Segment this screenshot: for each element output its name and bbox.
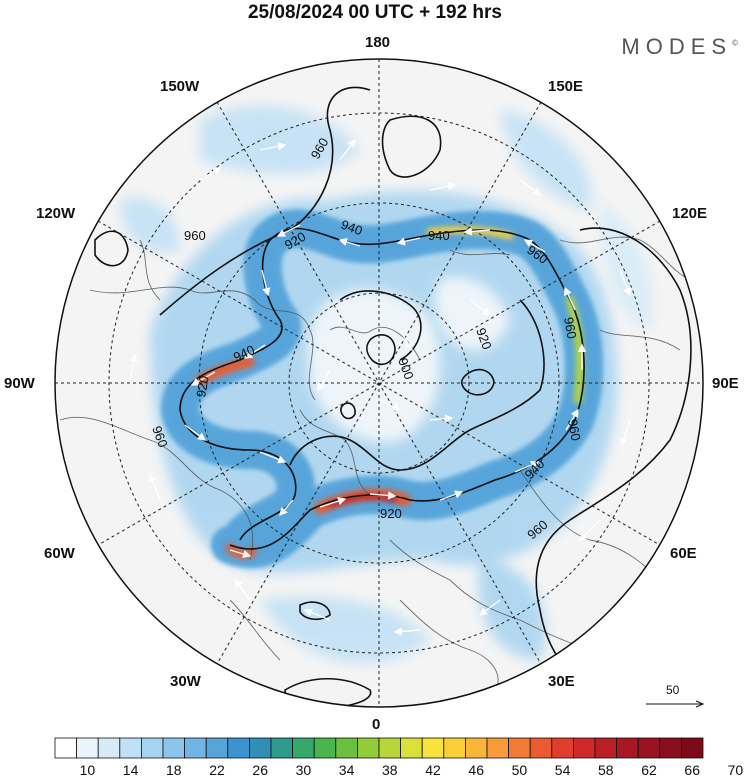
colorbar-tick-label: 14 — [123, 762, 139, 778]
colorbar-swatch — [486, 737, 510, 759]
lon-label-60e: 60E — [670, 545, 697, 562]
colorbar-tick-label: 54 — [555, 762, 571, 778]
colorbar-swatch — [270, 737, 294, 759]
wind-vectors — [129, 138, 632, 636]
colorbar-swatch — [551, 737, 574, 759]
colorbar-tick-label: 42 — [425, 762, 441, 778]
lon-label-0: 0 — [372, 716, 381, 733]
colorbar-swatch — [54, 737, 78, 759]
contour-label: 940 — [428, 228, 450, 243]
contour-label: 920 — [380, 506, 402, 521]
lon-label-150w: 150W — [160, 78, 200, 95]
colorbar-tick-label: 10 — [80, 762, 96, 778]
colorbar-tick-label: 38 — [382, 762, 398, 778]
contour-label: 940 — [339, 217, 365, 239]
graticule — [55, 59, 703, 707]
colorbar-swatch — [335, 737, 358, 759]
colorbar-swatch — [573, 737, 596, 759]
colorbar-tick-label: 26 — [252, 762, 268, 778]
colorbar-tick-label: 62 — [641, 762, 657, 778]
colorbar-swatch — [659, 737, 682, 759]
map-border — [54, 58, 704, 708]
colorbar-swatch — [464, 737, 488, 759]
colorbar-tick-label: 46 — [468, 762, 484, 778]
lon-label-180: 180 — [365, 34, 391, 51]
colorbar-swatch — [378, 737, 402, 759]
lon-label-30w: 30W — [170, 673, 201, 690]
colorbar-swatch — [594, 737, 618, 759]
colorbar-tick-label: 66 — [684, 762, 700, 778]
contour-label: 960 — [565, 418, 584, 442]
colorbar-tick-label: 70 — [728, 762, 744, 778]
contour-label: 960 — [184, 228, 206, 243]
colorbar-swatch — [616, 737, 639, 759]
colorbar-swatch — [529, 737, 553, 759]
colorbar-swatch — [97, 737, 121, 759]
brand-logo: MODES© — [621, 34, 738, 60]
reference-vector-value: 50 — [666, 683, 680, 697]
lon-label-150e: 150E — [548, 78, 584, 95]
lon-label-90e: 90E — [712, 375, 739, 392]
colorbar-swatch — [205, 737, 229, 759]
colorbar-tick-label: 18 — [166, 762, 182, 778]
contour-label: 960 — [149, 424, 171, 450]
reference-vector: 50 — [646, 683, 703, 704]
colorbar-tick-label: 22 — [209, 762, 225, 778]
colorbar-tick-label: 30 — [296, 762, 312, 778]
colorbar-swatch — [227, 737, 250, 759]
colorbar-swatch — [313, 737, 337, 759]
colorbar-swatch — [443, 737, 466, 759]
coastlines — [59, 236, 691, 701]
colorbar-swatch — [248, 737, 272, 759]
colorbar-tick-label: 58 — [598, 762, 614, 778]
colorbar-swatch — [356, 737, 380, 759]
lon-label-90w: 90W — [4, 375, 35, 392]
lon-label-60w: 60W — [44, 545, 75, 562]
colorbar-swatch — [184, 737, 207, 759]
lon-label-120e: 120E — [672, 205, 708, 222]
brand-name: MODES — [621, 34, 733, 59]
colorbar-swatch — [508, 737, 531, 759]
lon-label-30e: 30E — [548, 673, 575, 690]
contour-label: 960 — [561, 316, 580, 340]
colorbar: 10 14 18 22 26 30 34 38 42 46 50 54 58 62 66 70 — [54, 737, 744, 778]
map-title: 25/08/2024 00 UTC + 192 hrs — [247, 2, 503, 23]
contour-label: 900 — [395, 356, 417, 382]
colorbar-swatch — [140, 737, 164, 759]
contour-label: 920 — [473, 326, 495, 352]
colorbar-swatch — [119, 737, 142, 759]
colorbar-swatch — [400, 737, 423, 759]
lon-label-120w: 120W — [36, 205, 76, 222]
colorbar-tick-label: 34 — [339, 762, 355, 778]
contour-label: 920 — [193, 375, 212, 399]
colorbar-swatch — [681, 737, 704, 759]
wind-speed-field — [55, 59, 703, 707]
colorbar-tick-label: 50 — [512, 762, 528, 778]
colorbar-swatch — [76, 737, 99, 759]
copyright-mark: © — [732, 38, 738, 48]
colorbar-swatch — [637, 737, 661, 759]
colorbar-swatch — [292, 737, 315, 759]
colorbar-swatch — [162, 737, 186, 759]
colorbar-swatch — [421, 737, 445, 759]
